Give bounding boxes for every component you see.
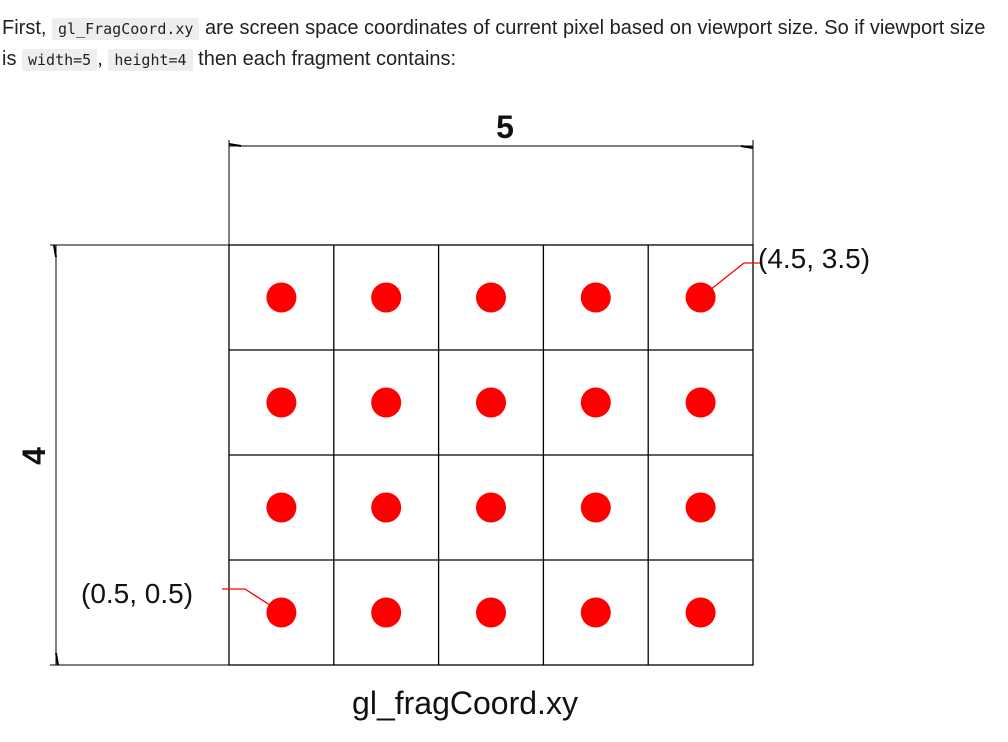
fragment-dot [371,492,402,523]
dimension-lines: 5 4 [16,109,754,666]
fragment-dot [476,282,506,313]
fragment-dot [580,597,611,628]
width-tick-left [228,143,242,147]
fragment-dot [580,387,611,418]
fragment-dot [266,492,297,523]
intro-paragraph: First, gl_FragCoord.xy are screen space … [2,13,1002,75]
height-tick-top [53,244,57,258]
fragment-dot [266,282,297,313]
fragment-dot [476,387,506,418]
bottom-left-leader-line [222,588,282,614]
intro-text-4: then each fragment contains: [192,48,457,70]
intro-text-1: First, [2,17,52,39]
fragment-dot [476,597,506,628]
fragment-dot [580,282,611,313]
pixel-grid [228,244,754,666]
fragment-dot [685,492,716,523]
width-label: 5 [496,109,514,145]
code-gl-fragcoord: gl_FragCoord.xy [52,18,200,40]
intro-text-3: , [97,48,109,70]
fragment-dot [371,597,402,628]
diagram-caption: gl_fragCoord.xy [352,685,578,721]
fragment-dot [685,387,716,418]
fragment-dot [685,597,716,628]
code-width: width=5 [22,49,98,71]
fragment-dot [476,492,506,523]
fragment-dot [266,387,297,418]
intro-text-2: are screen space coordinates of current … [2,17,986,70]
coordinate-annotations: (4.5, 3.5) (0.5, 0.5) gl_fragCoord.xy [81,243,870,721]
height-label: 4 [16,447,52,465]
top-right-leader-line [700,262,760,299]
top-right-coord-label: (4.5, 3.5) [758,243,870,274]
bottom-left-coord-label: (0.5, 0.5) [81,578,193,609]
height-tick-bottom [55,652,59,666]
code-height: height=4 [108,49,193,71]
fragment-dot [371,387,402,418]
width-tick-right [740,145,754,149]
fragment-dot [371,282,402,313]
fragment-dot [580,492,611,523]
